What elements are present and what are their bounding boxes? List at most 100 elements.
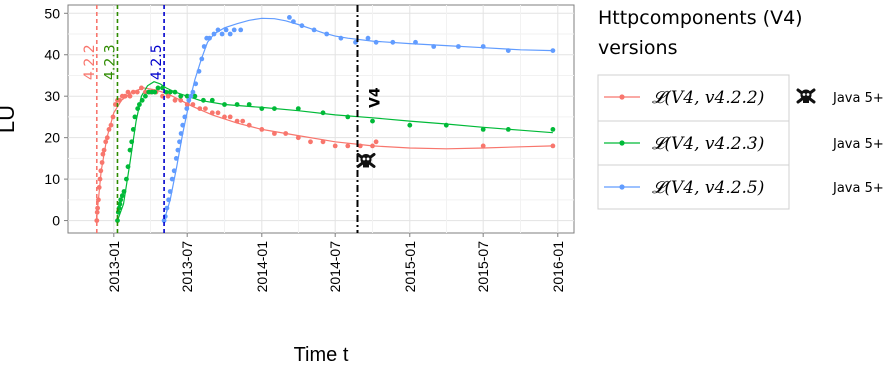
data-point [172, 97, 178, 103]
release-label: 4.2.5 [149, 44, 165, 80]
data-point [219, 31, 225, 37]
data-point [199, 56, 205, 62]
data-point [132, 114, 138, 120]
data-point [182, 114, 188, 120]
data-point [456, 44, 461, 49]
x-tick-label: 2014-01 [254, 241, 270, 293]
data-point [117, 201, 123, 207]
data-point [234, 118, 240, 124]
data-point [106, 126, 112, 132]
y-tick-label: 10 [44, 171, 60, 187]
x-axis-title: Time t [294, 344, 349, 366]
data-point [184, 102, 190, 107]
release-label: 4.2.3 [102, 44, 118, 80]
data-point [113, 102, 118, 107]
data-point [480, 44, 486, 49]
data-point [178, 131, 184, 136]
data-point [180, 122, 186, 128]
data-point [357, 143, 363, 149]
data-point [171, 168, 177, 174]
data-point [407, 122, 413, 128]
data-point [130, 126, 136, 132]
data-point [431, 44, 437, 49]
data-point [287, 15, 292, 20]
legend-label: 𝓛(V4, v4.2.5) [652, 178, 764, 198]
data-point [143, 89, 148, 95]
data-point [118, 197, 124, 203]
data-point [101, 147, 107, 153]
data-point [196, 68, 202, 74]
data-point [169, 176, 175, 182]
release-label: V4 [367, 87, 383, 108]
data-point [161, 218, 167, 224]
data-point [291, 19, 296, 24]
data-point [365, 35, 371, 41]
data-point [96, 185, 102, 190]
data-point [103, 139, 109, 145]
data-point [480, 126, 486, 132]
skull-eye [362, 157, 366, 161]
legend-note: Java 5+ [832, 181, 884, 196]
legend-note: Java 5+ [832, 137, 884, 152]
skull-jaw [803, 99, 809, 103]
data-point [119, 193, 125, 199]
data-point [240, 118, 246, 124]
data-point [227, 114, 233, 120]
data-point [184, 106, 190, 111]
data-point [550, 48, 556, 53]
legend-note: Java 5+ [832, 91, 884, 106]
data-point [175, 147, 181, 153]
data-point [211, 31, 217, 37]
data-point [139, 97, 145, 103]
data-point [209, 97, 215, 103]
data-point [332, 143, 338, 149]
data-point [413, 39, 418, 45]
data-point [98, 168, 104, 174]
data-point [201, 97, 206, 103]
data-point [299, 23, 305, 29]
data-point [338, 35, 344, 41]
data-point [135, 106, 141, 111]
data-point [295, 106, 301, 111]
data-point [443, 122, 449, 128]
data-point [259, 126, 265, 132]
axes: 0 10 20 30 40 50 2013-01 2013-07 2014-01 2014-07 2… [44, 5, 565, 292]
legend-title-line-2: versions [598, 37, 678, 59]
legend-key-point [619, 184, 625, 190]
data-point [167, 89, 173, 95]
x-tick-label: 2013-07 [179, 241, 195, 293]
data-point [125, 164, 131, 170]
data-point [127, 93, 133, 99]
x-tick-label: 2013-01 [106, 241, 122, 293]
data-point [505, 126, 511, 132]
data-point [127, 147, 133, 153]
data-point [373, 139, 379, 145]
skull-icon [796, 88, 816, 104]
data-point [152, 89, 158, 95]
data-point [222, 114, 227, 120]
data-point [110, 114, 116, 120]
y-tick-label: 40 [44, 47, 60, 63]
data-point [320, 110, 326, 116]
data-point [115, 209, 121, 215]
data-point [97, 176, 103, 182]
data-point [129, 139, 135, 145]
data-point [99, 160, 105, 165]
skull-icon [356, 152, 376, 168]
y-tick-label: 20 [44, 130, 60, 146]
legend: Httpcomponents (V4) versions 𝓛(V4, v4.2.… [597, 7, 884, 210]
data-point [320, 139, 326, 145]
data-point [164, 205, 170, 211]
data-point [345, 143, 351, 149]
release-lines: 4.2.2 4.2.3 4.2.5 V4 [82, 5, 383, 233]
x-tick-label: 2015-07 [475, 241, 491, 293]
data-points [94, 15, 556, 224]
data-point [134, 89, 140, 95]
data-point [215, 110, 221, 116]
skull-eye [802, 93, 806, 96]
data-point [223, 27, 229, 33]
data-point [308, 139, 313, 145]
data-point [227, 31, 233, 37]
data-point [480, 143, 486, 149]
data-point [295, 135, 301, 141]
